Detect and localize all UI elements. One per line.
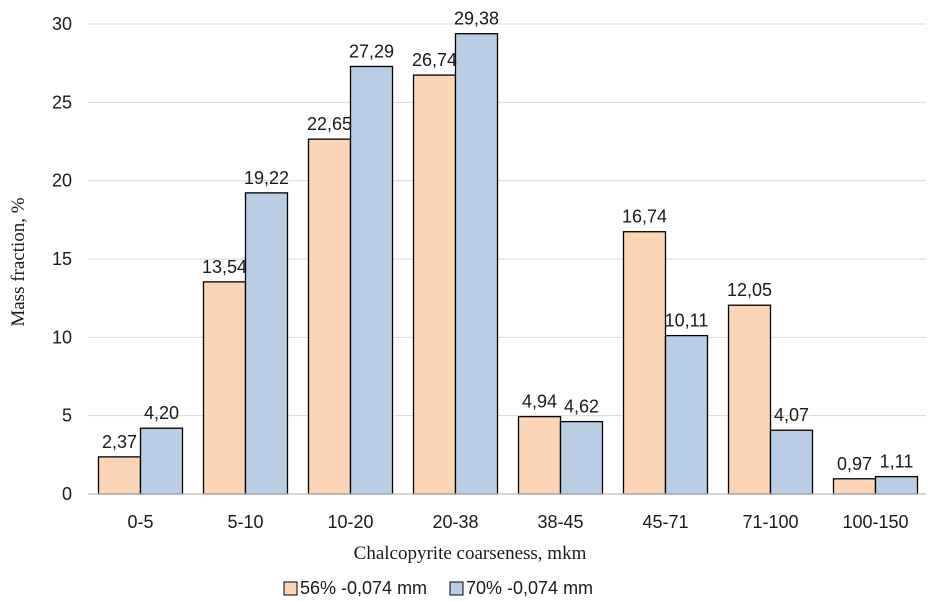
bar-series-1 — [517, 415, 562, 495]
legend-label-series-1: 56% -0,074 mm — [300, 578, 427, 598]
y-tick-label: 5 — [62, 406, 72, 426]
y-tick-label: 20 — [52, 171, 72, 191]
bar-series-2 — [874, 475, 919, 495]
x-tick-label: 0-5 — [127, 512, 153, 532]
bar-value-label: 0,97 — [837, 454, 872, 474]
bar-value-label: 22,65 — [307, 114, 352, 134]
bar-series-2 — [139, 427, 184, 495]
bar-value-label: 12,05 — [727, 280, 772, 300]
bar-series-1 — [727, 304, 772, 495]
bar-series-1 — [832, 478, 877, 495]
legend-swatch-series-1 — [283, 581, 298, 596]
bar-value-label: 27,29 — [349, 41, 394, 61]
bars — [97, 33, 919, 495]
bar-series-1 — [622, 231, 667, 495]
bar-value-label: 10,11 — [665, 311, 709, 331]
bar-value-label: 4,07 — [774, 405, 809, 425]
x-tick-label: 38-45 — [537, 512, 583, 532]
bar-series-1 — [307, 138, 352, 495]
bar-series-2 — [349, 65, 394, 495]
y-tick-label: 30 — [52, 14, 72, 34]
bar-value-label: 4,20 — [144, 403, 179, 423]
x-tick-label: 5-10 — [227, 512, 263, 532]
bar-value-label: 26,74 — [412, 50, 457, 70]
bar-value-label: 4,94 — [522, 392, 557, 412]
bar-value-label: 2,37 — [102, 432, 137, 452]
y-tick-label: 10 — [52, 327, 72, 347]
bar-series-2 — [769, 429, 814, 495]
x-tick-label: 10-20 — [327, 512, 373, 532]
y-tick-label: 25 — [52, 92, 72, 112]
axes: 0 5 10 15 20 25 30 0-5 5-10 10-20 20-38 38-45 45-71 7… — [52, 14, 926, 532]
bar-value-label: 19,22 — [244, 168, 289, 188]
bar-series-2 — [664, 334, 709, 495]
bar-value-label: 29,38 — [454, 9, 499, 29]
y-axis-title: Mass fraction, % — [8, 197, 29, 326]
bar-series-2 — [559, 420, 604, 495]
bar-series-1 — [202, 281, 247, 495]
x-axis-title: Chalcopyrite coarseness, mkm — [354, 543, 587, 564]
x-tick-label: 100-150 — [842, 512, 908, 532]
bar-series-1 — [412, 74, 457, 495]
x-tick-label: 45-71 — [642, 512, 688, 532]
data-labels: 2,37 4,20 13,54 19,22 22,65 27,29 26,74 29,38 4,… — [102, 9, 913, 474]
legend-swatch-series-2 — [449, 581, 464, 596]
legend: 56% -0,074 mm 70% -0,074 mm — [283, 578, 593, 598]
bar-value-label: 1,11 — [880, 452, 914, 472]
bar-value-label: 16,74 — [622, 207, 667, 227]
legend-label-series-2: 70% -0,074 mm — [466, 578, 593, 598]
y-tick-label: 0 — [62, 484, 72, 504]
y-tick-label: 15 — [52, 249, 72, 269]
bar-series-2 — [244, 192, 289, 495]
x-tick-label: 71-100 — [742, 512, 798, 532]
x-tick-label: 20-38 — [432, 512, 478, 532]
bar-value-label: 13,54 — [202, 257, 247, 277]
bar-series-2 — [454, 33, 499, 495]
bar-series-1 — [97, 456, 142, 495]
bar-value-label: 4,62 — [564, 397, 599, 417]
